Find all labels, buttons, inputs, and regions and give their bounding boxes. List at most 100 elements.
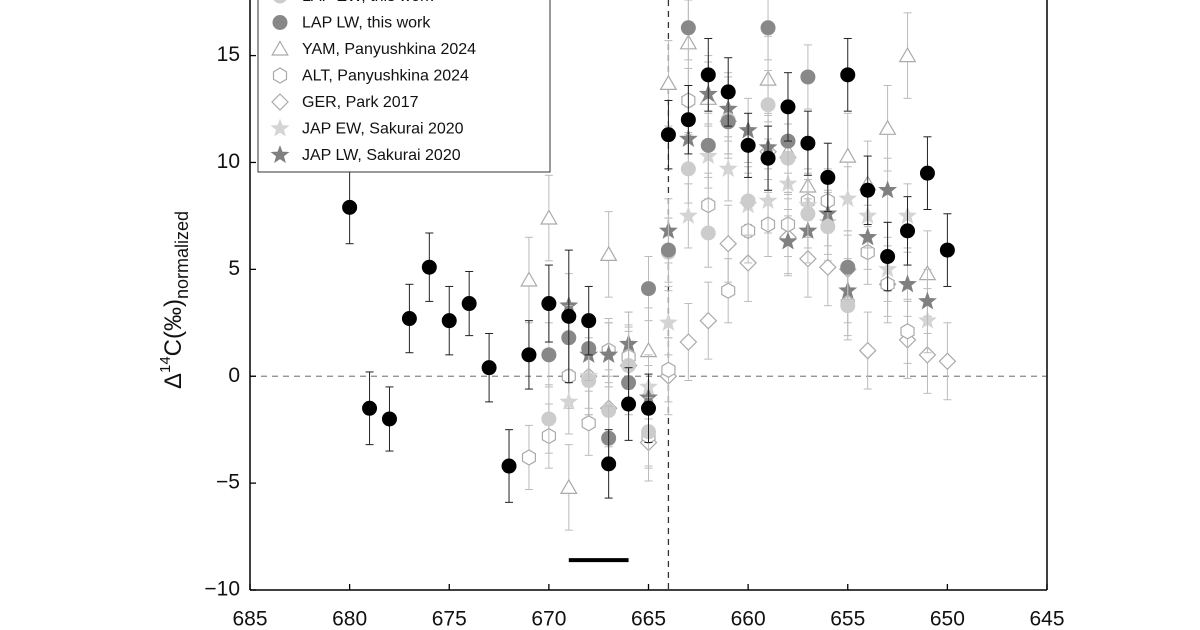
- point: [679, 333, 698, 351]
- point: [721, 282, 736, 299]
- legend-label: JAP EW, Sakurai 2020: [302, 121, 464, 138]
- legend-marker: [270, 145, 290, 164]
- point: [541, 296, 557, 312]
- point: [800, 206, 816, 222]
- point: [660, 127, 676, 143]
- point: [660, 242, 676, 258]
- point: [680, 20, 696, 36]
- legend-marker: [271, 93, 289, 111]
- point: [599, 344, 619, 363]
- y-label-sub: normalized: [172, 211, 192, 299]
- point: [720, 84, 736, 100]
- y-label-main: C(‰): [160, 299, 187, 356]
- point: [900, 223, 916, 239]
- point: [740, 137, 756, 153]
- point: [700, 225, 716, 241]
- legend-marker: [271, 40, 289, 56]
- point: [860, 182, 876, 198]
- x-tick-label: 670: [531, 608, 566, 630]
- legend-marker: [273, 0, 287, 4]
- legend-label: LAP LW, this work: [302, 15, 431, 32]
- point: [521, 449, 536, 466]
- point: [918, 346, 937, 364]
- point: [581, 313, 597, 329]
- legend-marker: [270, 118, 290, 137]
- point: [760, 150, 776, 166]
- point: [658, 312, 678, 331]
- legend-label: ALT, Panyushkina 2024: [302, 68, 469, 85]
- point: [778, 231, 798, 250]
- point: [342, 199, 358, 215]
- x-tick-label: 665: [631, 608, 666, 630]
- point: [401, 311, 417, 327]
- point: [521, 347, 537, 363]
- y-label-prefix: Δ: [160, 373, 187, 389]
- point: [700, 137, 716, 153]
- point: [800, 135, 816, 151]
- y-tick-label: 15: [217, 43, 240, 66]
- point: [680, 112, 696, 128]
- x-tick-label: 680: [332, 608, 367, 630]
- point: [838, 147, 857, 163]
- point: [800, 69, 816, 85]
- point: [838, 188, 858, 207]
- point: [659, 74, 678, 90]
- point: [601, 456, 617, 472]
- y-tick-label: −10: [204, 578, 240, 601]
- point: [780, 99, 796, 115]
- y-tick-label: 0: [228, 364, 240, 387]
- point: [599, 245, 618, 261]
- point: [878, 119, 897, 135]
- x-tick-label: 655: [830, 608, 865, 630]
- point: [760, 97, 776, 113]
- y-tick-label: 5: [228, 257, 240, 280]
- point: [481, 360, 497, 376]
- point: [541, 411, 557, 427]
- point: [840, 298, 856, 314]
- point: [858, 227, 878, 246]
- point: [559, 478, 578, 494]
- point: [559, 391, 579, 410]
- y-tick-label: 10: [217, 150, 240, 173]
- point: [898, 46, 917, 63]
- point: [858, 341, 877, 360]
- point: [760, 20, 776, 36]
- point: [700, 67, 716, 83]
- legend-label: GER, Park 2017: [302, 94, 419, 111]
- point: [880, 249, 896, 265]
- point: [938, 352, 957, 371]
- point: [740, 193, 756, 209]
- point: [840, 259, 856, 275]
- point: [878, 180, 898, 199]
- point: [421, 259, 437, 275]
- legend-label: LAP EW, this work: [302, 0, 434, 5]
- y-axis-label: Δ14C(‰)normalized: [157, 211, 192, 389]
- legend-label: JAP LW, Sakurai 2020: [302, 147, 461, 164]
- legend-label: YAM, Panyushkina 2024: [302, 41, 476, 58]
- x-tick-label: 685: [232, 608, 267, 630]
- point: [541, 347, 557, 363]
- point: [820, 219, 836, 235]
- point: [900, 323, 915, 340]
- point: [678, 205, 698, 224]
- point: [561, 308, 577, 324]
- point: [918, 291, 937, 310]
- point: [362, 400, 378, 416]
- x-tick-label: 660: [731, 608, 766, 630]
- point: [719, 234, 738, 253]
- point: [381, 411, 397, 427]
- point: [840, 67, 856, 83]
- point: [501, 458, 517, 474]
- y-label-sup: 14: [157, 356, 174, 373]
- point: [661, 361, 676, 378]
- point: [818, 258, 837, 277]
- point: [758, 190, 778, 209]
- point: [520, 271, 538, 287]
- x-tick-label: 650: [930, 608, 965, 630]
- legend-box: [257, 0, 551, 173]
- point: [641, 400, 656, 416]
- point: [441, 313, 457, 329]
- point: [621, 396, 637, 412]
- point: [641, 281, 656, 297]
